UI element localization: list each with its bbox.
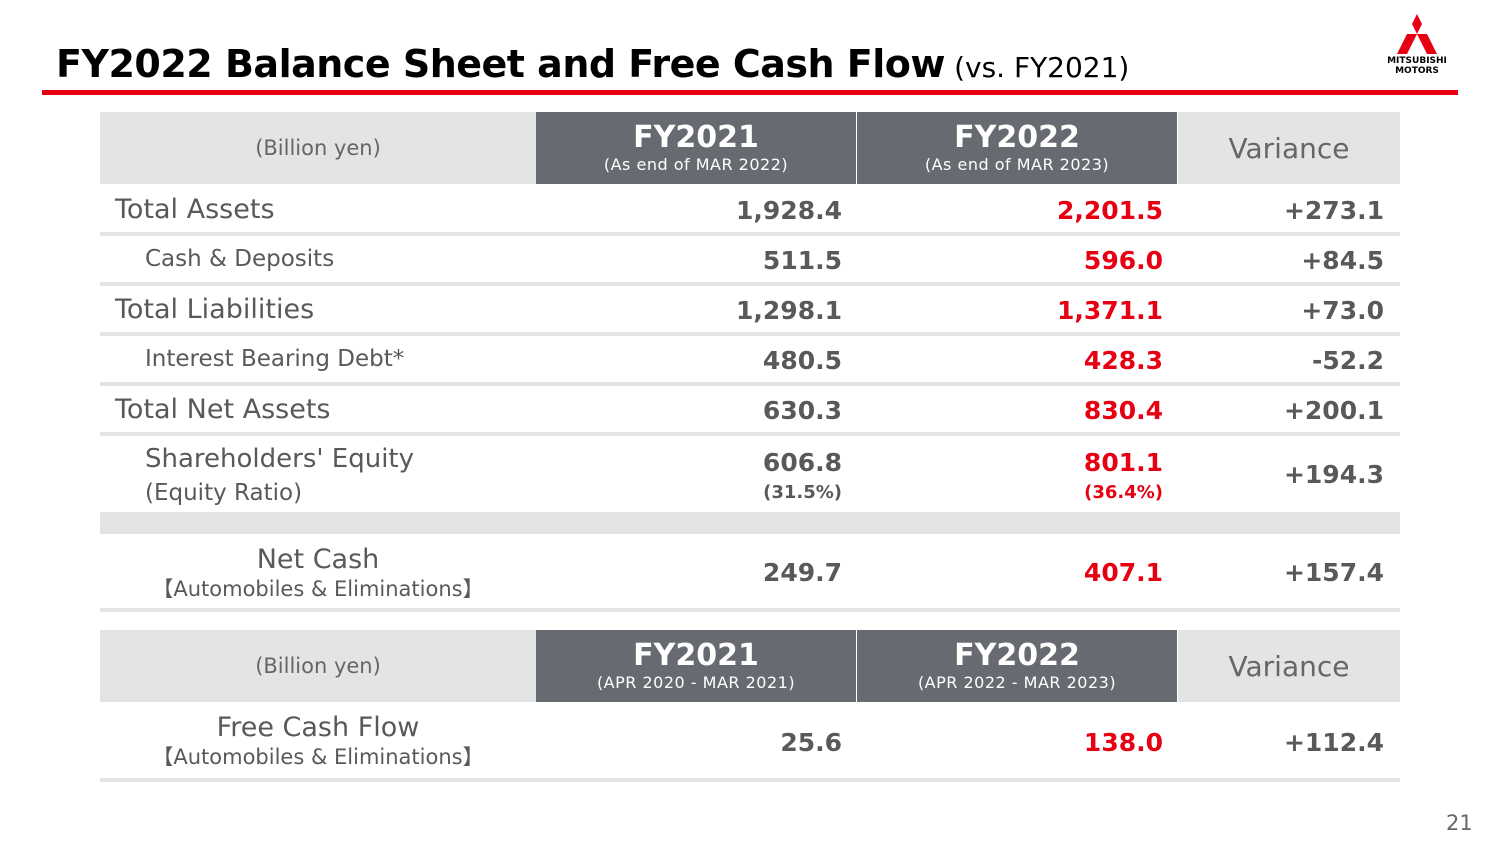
table-header: (Billion yen) FY2021 (APR 2020 - MAR 202… (100, 630, 1400, 702)
header-fy2021: FY2021 (APR 2020 - MAR 2021) (536, 630, 856, 702)
logo-text-line2: MOTORS (1395, 66, 1439, 76)
header-fy2022: FY2022 (APR 2022 - MAR 2023) (857, 630, 1177, 702)
value-fy2021: 480.5 (762, 346, 842, 375)
row-label: Total Assets (115, 194, 275, 225)
row-label: Total Liabilities (115, 294, 315, 325)
value-variance: +194.3 (1283, 460, 1384, 489)
value-variance: +157.4 (1283, 558, 1384, 587)
row-label: Interest Bearing Debt* (145, 346, 405, 372)
free-cash-flow-table: (Billion yen) FY2021 (APR 2020 - MAR 202… (100, 630, 1400, 782)
header-period: (APR 2020 - MAR 2021) (596, 673, 796, 692)
header-fy2022: FY2022 (As end of MAR 2023) (857, 112, 1177, 184)
row-label: Cash & Deposits (145, 246, 335, 272)
table-row: Cash & Deposits 511.5 596.0 +84.5 (100, 236, 1400, 286)
title-main: FY2022 Balance Sheet and Free Cash Flow (56, 42, 945, 86)
value-variance: +112.4 (1283, 728, 1384, 757)
value-fy2021: 606.8 (762, 448, 842, 477)
value-fy2022: 138.0 (1083, 728, 1163, 757)
page-title: FY2022 Balance Sheet and Free Cash Flow … (56, 42, 1129, 86)
table-row: Total Liabilities 1,298.1 1,371.1 +73.0 (100, 286, 1400, 336)
unit-label: (Billion yen) (100, 112, 536, 184)
row-label: Net Cash (256, 544, 380, 575)
value-fy2022: 596.0 (1083, 246, 1163, 275)
balance-sheet-table: (Billion yen) FY2021 (As end of MAR 2022… (100, 112, 1400, 612)
value-fy2022: 830.4 (1083, 396, 1163, 425)
row-label: Shareholders' Equity (145, 444, 415, 474)
header-fy2021: FY2021 (As end of MAR 2022) (536, 112, 856, 184)
value-fy2021: 1,928.4 (736, 196, 842, 225)
header-year: FY2021 (633, 120, 759, 155)
value-fy2021: 249.7 (762, 558, 842, 587)
header-variance: Variance (1178, 112, 1400, 184)
equity-ratio-fy2021: (31.5%) (763, 482, 842, 503)
value-fy2021: 630.3 (762, 396, 842, 425)
equity-ratio-fy2022: (36.4%) (1084, 482, 1163, 503)
value-fy2022: 1,371.1 (1057, 296, 1163, 325)
header-variance: Variance (1178, 630, 1400, 702)
header-year: FY2022 (954, 120, 1080, 155)
table-row: Interest Bearing Debt* 480.5 428.3 -52.2 (100, 336, 1400, 386)
value-fy2021: 1,298.1 (736, 296, 842, 325)
value-variance: +84.5 (1301, 246, 1384, 275)
row-sublabel: 【Automobiles & Eliminations】 (152, 577, 484, 601)
table-row: Free Cash Flow 【Automobiles & Eliminatio… (100, 702, 1400, 782)
row-separator (100, 512, 1400, 534)
header-period: (APR 2022 - MAR 2023) (917, 673, 1117, 692)
value-fy2021: 511.5 (762, 246, 842, 275)
row-label-block: Net Cash 【Automobiles & Eliminations】 (100, 544, 536, 602)
value-variance: +73.0 (1301, 296, 1384, 325)
row-sublabel: 【Automobiles & Eliminations】 (152, 745, 484, 769)
unit-label: (Billion yen) (100, 630, 536, 702)
header-year: FY2021 (633, 638, 759, 673)
table-header: (Billion yen) FY2021 (As end of MAR 2022… (100, 112, 1400, 184)
row-sublabel: (Equity Ratio) (145, 480, 303, 506)
value-fy2022: 428.3 (1083, 346, 1163, 375)
value-variance: -52.2 (1311, 346, 1384, 375)
title-underline (42, 90, 1458, 95)
header-year: FY2022 (954, 638, 1080, 673)
table-row: Net Cash 【Automobiles & Eliminations】 24… (100, 534, 1400, 612)
value-variance: +273.1 (1283, 196, 1384, 225)
title-sub: (vs. FY2021) (954, 51, 1130, 84)
header-period: (As end of MAR 2023) (924, 155, 1110, 174)
table-row: Total Assets 1,928.4 2,201.5 +273.1 (100, 184, 1400, 236)
value-variance: +200.1 (1283, 396, 1384, 425)
three-diamonds-icon (1397, 14, 1437, 54)
row-label: Total Net Assets (115, 394, 331, 425)
header-period: (As end of MAR 2022) (603, 155, 789, 174)
row-label-block: Free Cash Flow 【Automobiles & Eliminatio… (100, 712, 536, 770)
table-row: Total Net Assets 630.3 830.4 +200.1 (100, 386, 1400, 436)
value-fy2022: 801.1 (1083, 448, 1163, 477)
mitsubishi-motors-logo: MITSUBISHI MOTORS (1386, 14, 1448, 78)
value-fy2021: 25.6 (780, 728, 842, 757)
value-fy2022: 2,201.5 (1057, 196, 1163, 225)
table-row: Shareholders' Equity (Equity Ratio) 606.… (100, 436, 1400, 512)
logo-text-line1: MITSUBISHI (1387, 56, 1447, 66)
page-number: 21 (1446, 811, 1473, 835)
row-label: Free Cash Flow (216, 712, 420, 743)
value-fy2022: 407.1 (1083, 558, 1163, 587)
